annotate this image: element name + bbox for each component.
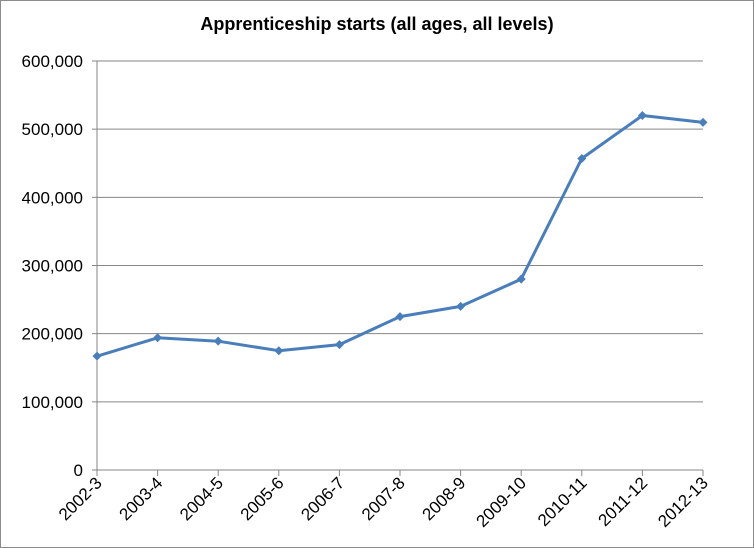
gridlines bbox=[97, 60, 703, 403]
data-point-marker bbox=[274, 346, 284, 356]
x-tick-label: 2004-5 bbox=[176, 473, 227, 524]
x-tick-label: 2007-8 bbox=[358, 473, 409, 524]
y-axis: 0 100,000 200,000 300,000 400,000 500,000 600,… bbox=[22, 52, 98, 480]
x-axis: 2002-3 2003-4 2004-5 2005-6 2006-7 2007-8 2008… bbox=[55, 469, 712, 531]
data-point-marker bbox=[577, 153, 587, 163]
y-tick-label: 300,000 bbox=[22, 257, 83, 276]
data-point-marker bbox=[456, 301, 466, 311]
x-tick-label: 2003-4 bbox=[116, 473, 167, 524]
y-tick-label: 200,000 bbox=[22, 325, 83, 344]
y-tick-label: 600,000 bbox=[22, 52, 83, 71]
series-layer bbox=[92, 111, 708, 361]
data-point-marker bbox=[213, 336, 223, 346]
data-point-marker bbox=[698, 117, 708, 127]
x-tick-label: 2011-12 bbox=[595, 473, 652, 530]
data-point-marker bbox=[516, 274, 526, 284]
data-point-marker bbox=[395, 312, 405, 322]
x-tick-label: 2010-11 bbox=[534, 473, 591, 530]
x-tick-label: 2002-3 bbox=[55, 473, 106, 524]
chart-title: Apprenticeship starts (all ages, all lev… bbox=[200, 14, 554, 34]
x-tick-label: 2012-13 bbox=[654, 473, 712, 531]
x-tick-label: 2008-9 bbox=[419, 473, 470, 524]
y-tick-label: 100,000 bbox=[22, 393, 83, 412]
x-tick-label: 2005-6 bbox=[237, 473, 288, 524]
data-point-marker bbox=[334, 340, 344, 350]
data-point-marker bbox=[637, 111, 647, 121]
y-tick-label: 0 bbox=[74, 461, 83, 480]
x-tick-label: 2009-10 bbox=[472, 473, 530, 531]
y-tick-label: 500,000 bbox=[22, 120, 83, 139]
x-tick-label: 2006-7 bbox=[297, 473, 348, 524]
data-point-marker bbox=[153, 333, 163, 343]
data-point-marker bbox=[92, 351, 102, 361]
y-tick-label: 400,000 bbox=[22, 188, 83, 207]
